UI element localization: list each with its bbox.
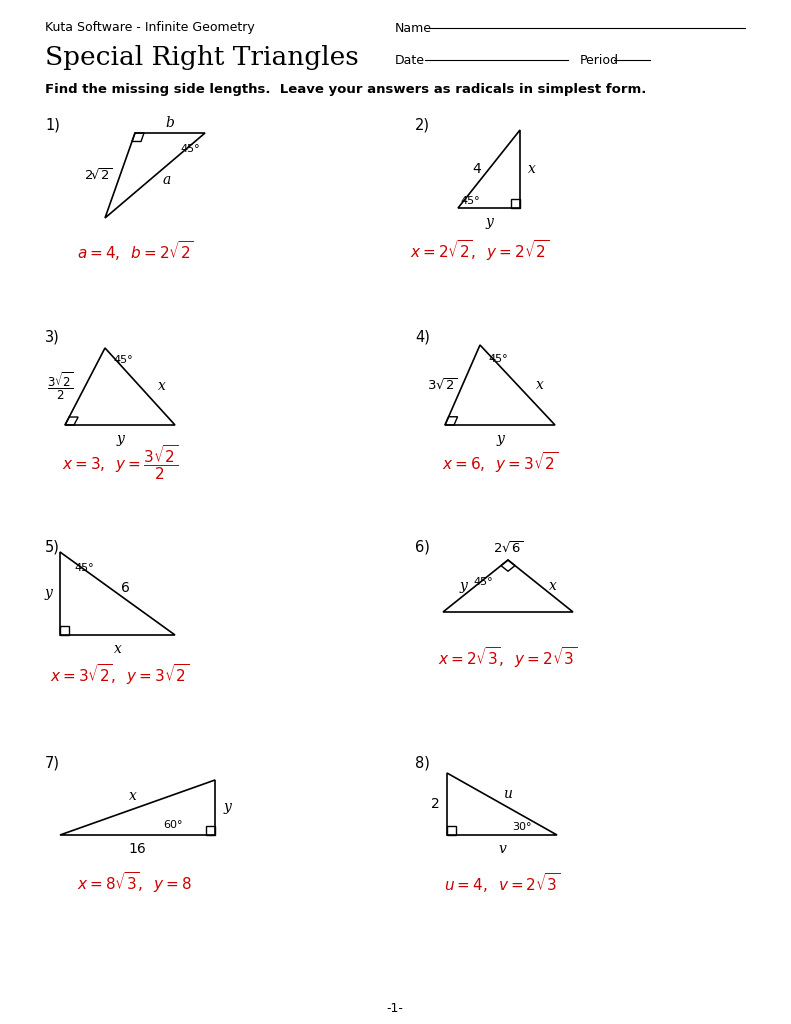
Text: $x = 3,\;\; y = \dfrac{3\sqrt{2}}{2}$: $x = 3,\;\; y = \dfrac{3\sqrt{2}}{2}$ [62, 443, 178, 482]
Text: x: x [536, 378, 543, 392]
Text: $2\sqrt{6}$: $2\sqrt{6}$ [493, 541, 524, 556]
Text: $3\sqrt{2}$: $3\sqrt{2}$ [427, 378, 458, 392]
Text: x: x [528, 162, 536, 176]
Text: 30°: 30° [513, 822, 532, 831]
Text: u: u [502, 787, 512, 801]
Text: x: x [114, 642, 122, 656]
Text: 45°: 45° [473, 577, 493, 587]
Text: x: x [549, 579, 556, 593]
Text: y: y [116, 432, 124, 446]
Text: $x = 8\sqrt{3},\;\; y = 8$: $x = 8\sqrt{3},\;\; y = 8$ [78, 870, 192, 895]
Text: y: y [496, 432, 504, 446]
Text: Period: Period [580, 53, 619, 67]
Text: $x = 2\sqrt{3},\;\; y = 2\sqrt{3}$: $x = 2\sqrt{3},\;\; y = 2\sqrt{3}$ [438, 645, 577, 671]
Text: Date: Date [395, 53, 425, 67]
Text: 4: 4 [473, 162, 482, 176]
Text: 60°: 60° [163, 820, 183, 830]
Text: y: y [485, 215, 493, 229]
Text: v: v [498, 842, 506, 856]
Text: x: x [158, 380, 166, 393]
Text: Special Right Triangles: Special Right Triangles [45, 45, 359, 71]
Text: y: y [460, 579, 467, 593]
Text: 5): 5) [45, 540, 60, 555]
Text: $\dfrac{3\sqrt{2}}{2}$: $\dfrac{3\sqrt{2}}{2}$ [47, 371, 74, 402]
Text: 1): 1) [45, 118, 60, 133]
Text: $x = 3\sqrt{2},\;\; y = 3\sqrt{2}$: $x = 3\sqrt{2},\;\; y = 3\sqrt{2}$ [51, 663, 190, 687]
Text: $x = 2\sqrt{2},\;\; y = 2\sqrt{2}$: $x = 2\sqrt{2},\;\; y = 2\sqrt{2}$ [411, 239, 550, 263]
Text: Name: Name [395, 22, 432, 35]
Text: 8): 8) [415, 755, 430, 770]
Text: 6): 6) [415, 540, 430, 555]
Text: b: b [165, 116, 175, 130]
Text: 7): 7) [45, 755, 60, 770]
Text: 6: 6 [121, 582, 130, 596]
Text: 45°: 45° [460, 196, 480, 206]
Text: 3): 3) [45, 330, 60, 345]
Text: 2: 2 [430, 797, 439, 811]
Text: 4): 4) [415, 330, 430, 345]
Text: 45°: 45° [74, 563, 93, 573]
Text: y: y [223, 801, 231, 814]
Text: Kuta Software - Infinite Geometry: Kuta Software - Infinite Geometry [45, 22, 255, 35]
Text: 45°: 45° [180, 144, 199, 154]
Text: 45°: 45° [113, 355, 133, 365]
Text: -1-: -1- [387, 1001, 403, 1015]
Text: Find the missing side lengths.  Leave your answers as radicals in simplest form.: Find the missing side lengths. Leave you… [45, 84, 646, 96]
Text: 2): 2) [415, 118, 430, 133]
Text: 45°: 45° [488, 354, 508, 364]
Text: $a = 4,\;\; b = 2\sqrt{2}$: $a = 4,\;\; b = 2\sqrt{2}$ [77, 239, 194, 263]
Text: $x = 6,\;\; y = 3\sqrt{2}$: $x = 6,\;\; y = 3\sqrt{2}$ [442, 451, 558, 475]
Text: $u = 4,\;\; v = 2\sqrt{3}$: $u = 4,\;\; v = 2\sqrt{3}$ [444, 871, 560, 895]
Text: $2\!\sqrt{2}$: $2\!\sqrt{2}$ [84, 168, 112, 183]
Text: a: a [163, 173, 171, 187]
Text: x: x [129, 788, 136, 803]
Text: 16: 16 [129, 842, 146, 856]
Text: y: y [44, 587, 52, 600]
